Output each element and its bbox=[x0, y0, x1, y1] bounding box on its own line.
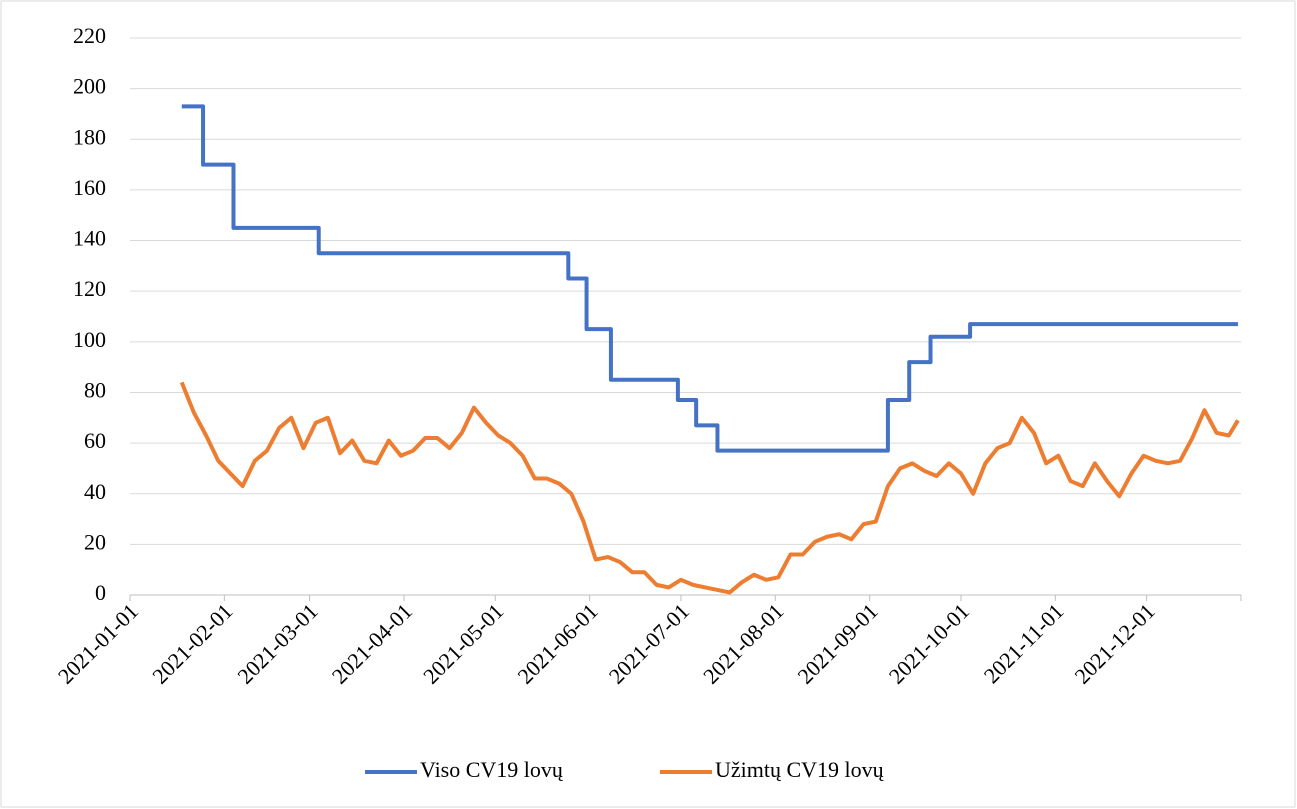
series-line bbox=[181, 104, 1238, 453]
y-tick-label: 100 bbox=[73, 327, 106, 352]
y-tick-label: 120 bbox=[73, 276, 106, 301]
legend-label: Viso CV19 lovų bbox=[420, 757, 564, 782]
y-tick-label: 180 bbox=[73, 124, 106, 149]
legend-label: Užimtų CV19 lovų bbox=[715, 757, 885, 782]
y-tick-label: 80 bbox=[84, 378, 106, 403]
y-tick-label: 160 bbox=[73, 175, 106, 200]
y-tick-label: 40 bbox=[84, 479, 106, 504]
y-tick-label: 60 bbox=[84, 428, 106, 453]
y-tick-label: 220 bbox=[73, 23, 106, 48]
y-tick-label: 20 bbox=[84, 529, 106, 554]
y-tick-label: 0 bbox=[95, 580, 106, 605]
y-tick-label: 200 bbox=[73, 74, 106, 99]
y-tick-label: 140 bbox=[73, 226, 106, 251]
series-line bbox=[179, 381, 1240, 595]
